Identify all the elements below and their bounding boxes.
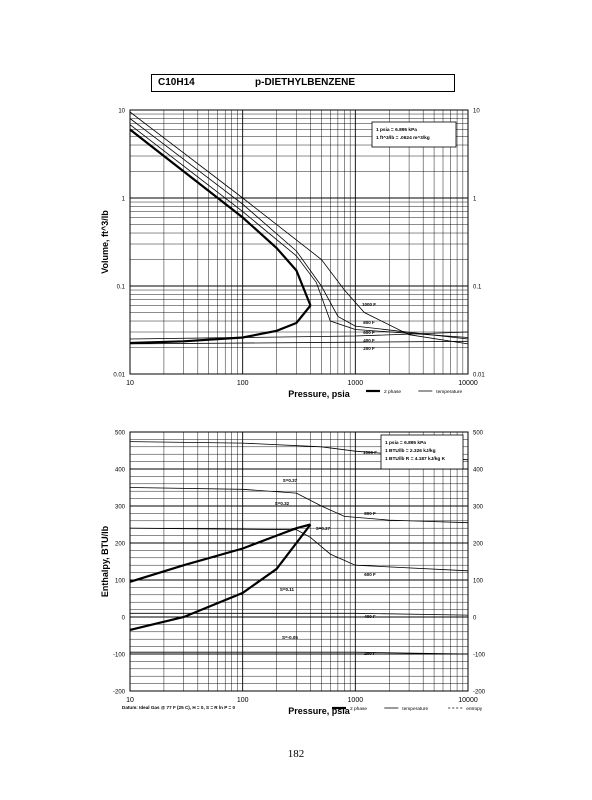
y-tick-label: 0.1 bbox=[117, 285, 126, 291]
x-tick-label: 100 bbox=[237, 380, 249, 387]
y-tick-label-right: 500 bbox=[473, 431, 484, 437]
conversion-text: 1 psia = 6.895 kPa bbox=[376, 127, 417, 133]
isotherm-label: 600 F bbox=[364, 572, 376, 577]
y-axis-label: Volume, ft^3/lb bbox=[100, 210, 110, 274]
isotherm-line bbox=[130, 612, 469, 616]
y-tick-label-right: -200 bbox=[473, 690, 486, 696]
isotherm-label: 800 F bbox=[363, 320, 375, 325]
y-tick-label-right: 200 bbox=[473, 542, 484, 548]
isotherm-label: 400 F bbox=[364, 614, 376, 619]
isotherm-label: 200 F bbox=[363, 346, 375, 351]
y-tick-label-right: 1 bbox=[473, 197, 477, 203]
y-tick-label: 200 bbox=[115, 542, 126, 548]
x-tick-label: 1000 bbox=[348, 380, 364, 387]
entropy-label: S=-0.05 bbox=[282, 635, 298, 640]
isotherm-label: 400 F bbox=[363, 338, 375, 343]
y-tick-label: 100 bbox=[115, 579, 126, 585]
legend-entry: temperature bbox=[436, 389, 462, 395]
y-tick-label: 400 bbox=[115, 468, 126, 474]
x-axis-label: Pressure, psia bbox=[288, 706, 351, 716]
datum-text: Datum: Ideal Gas @ 77 F (25 C), H = 0, S… bbox=[122, 705, 235, 710]
plot-frame bbox=[129, 109, 469, 375]
two-phase-boundary bbox=[129, 523, 311, 583]
x-axis-label: Pressure, psia bbox=[288, 389, 351, 399]
y-tick-label: 0 bbox=[122, 616, 126, 622]
isotherm-line bbox=[129, 111, 469, 345]
two-phase-boundary bbox=[129, 128, 312, 306]
two-phase-boundary bbox=[129, 523, 312, 631]
y-tick-label-right: 10 bbox=[473, 109, 480, 115]
y-tick-label-right: -100 bbox=[473, 653, 486, 659]
legend-entry: 2 phase bbox=[350, 706, 367, 712]
isotherm-line bbox=[129, 487, 469, 524]
x-tick-label: 10000 bbox=[458, 380, 478, 387]
entropy-label: S=0.11 bbox=[280, 587, 295, 592]
isotherm-label: 200 F bbox=[364, 651, 376, 656]
x-tick-label: 10 bbox=[126, 697, 134, 704]
compound-name: p-DIETHYLBENZENE bbox=[255, 77, 355, 88]
isotherm-label: 600 F bbox=[363, 330, 375, 335]
conversion-text: 1 ft^3/lb = .0624 m^3/kg bbox=[376, 135, 430, 141]
isotherm-line bbox=[129, 340, 469, 345]
isotherm-line bbox=[129, 527, 469, 572]
x-tick-label: 100 bbox=[237, 697, 249, 704]
isotherm-label: 1000 F bbox=[363, 450, 377, 455]
y-tick-label: 300 bbox=[115, 505, 126, 511]
conversion-text: 1 BTU/lb = 2.326 kJ/kg bbox=[385, 448, 436, 454]
conversion-text: 1 psia = 6.895 kPa bbox=[385, 440, 426, 446]
isotherm-line bbox=[129, 331, 469, 340]
y-tick-label-right: 0 bbox=[473, 616, 477, 622]
legend-entry: 2 phase bbox=[384, 389, 401, 395]
x-tick-label: 1000 bbox=[348, 697, 364, 704]
legend-entry: entropy bbox=[466, 706, 483, 712]
y-tick-label: 1 bbox=[122, 197, 126, 203]
chemical-formula: C10H14 bbox=[158, 77, 195, 88]
x-tick-label: 10 bbox=[126, 380, 134, 387]
y-tick-label-right: 0.1 bbox=[473, 285, 482, 291]
entropy-label: S=0.32 bbox=[275, 501, 290, 506]
plot-frame bbox=[129, 431, 469, 692]
entropy-label: S=0.37 bbox=[283, 478, 298, 483]
x-tick-label: 10000 bbox=[458, 697, 478, 704]
y-tick-label: 500 bbox=[115, 431, 126, 437]
y-axis-label: Enthalpy, BTU/lb bbox=[100, 525, 110, 597]
y-tick-label-right: 100 bbox=[473, 579, 484, 585]
isotherm-label: 800 F bbox=[364, 511, 376, 516]
isotherm-line bbox=[130, 651, 469, 655]
y-tick-label-right: 0.01 bbox=[473, 373, 485, 379]
y-tick-label-right: 400 bbox=[473, 468, 484, 474]
isotherm-line bbox=[129, 118, 469, 340]
conversion-text: 1 BTU/lb R = 4.187 kJ/kg K bbox=[385, 456, 446, 462]
conversion-box bbox=[371, 121, 457, 148]
two-phase-boundary bbox=[129, 304, 312, 345]
legend: 2 phase temperature bbox=[366, 389, 462, 395]
y-tick-label: -200 bbox=[113, 690, 126, 696]
y-tick-label: 10 bbox=[118, 109, 125, 115]
entropy-label: S=0.27 bbox=[316, 526, 331, 531]
isotherm-line bbox=[129, 124, 469, 338]
page-number: 182 bbox=[287, 748, 305, 760]
y-tick-label: -100 bbox=[113, 653, 126, 659]
y-tick-label-right: 300 bbox=[473, 505, 484, 511]
legend: 2 phase temperature entropy bbox=[332, 706, 483, 712]
legend-entry: temperature bbox=[402, 706, 428, 712]
isotherm-label: 1000 F bbox=[362, 302, 376, 307]
chart-title-box: C10H14 p-DIETHYLBENZENE bbox=[151, 74, 455, 92]
conversion-box bbox=[380, 434, 464, 470]
volume-chart: 10 100 1000 10000 10 10 1 1 0.1 0.1 0.01 0.01 Pressu… bbox=[100, 109, 485, 400]
y-tick-label: 0.01 bbox=[113, 373, 125, 379]
